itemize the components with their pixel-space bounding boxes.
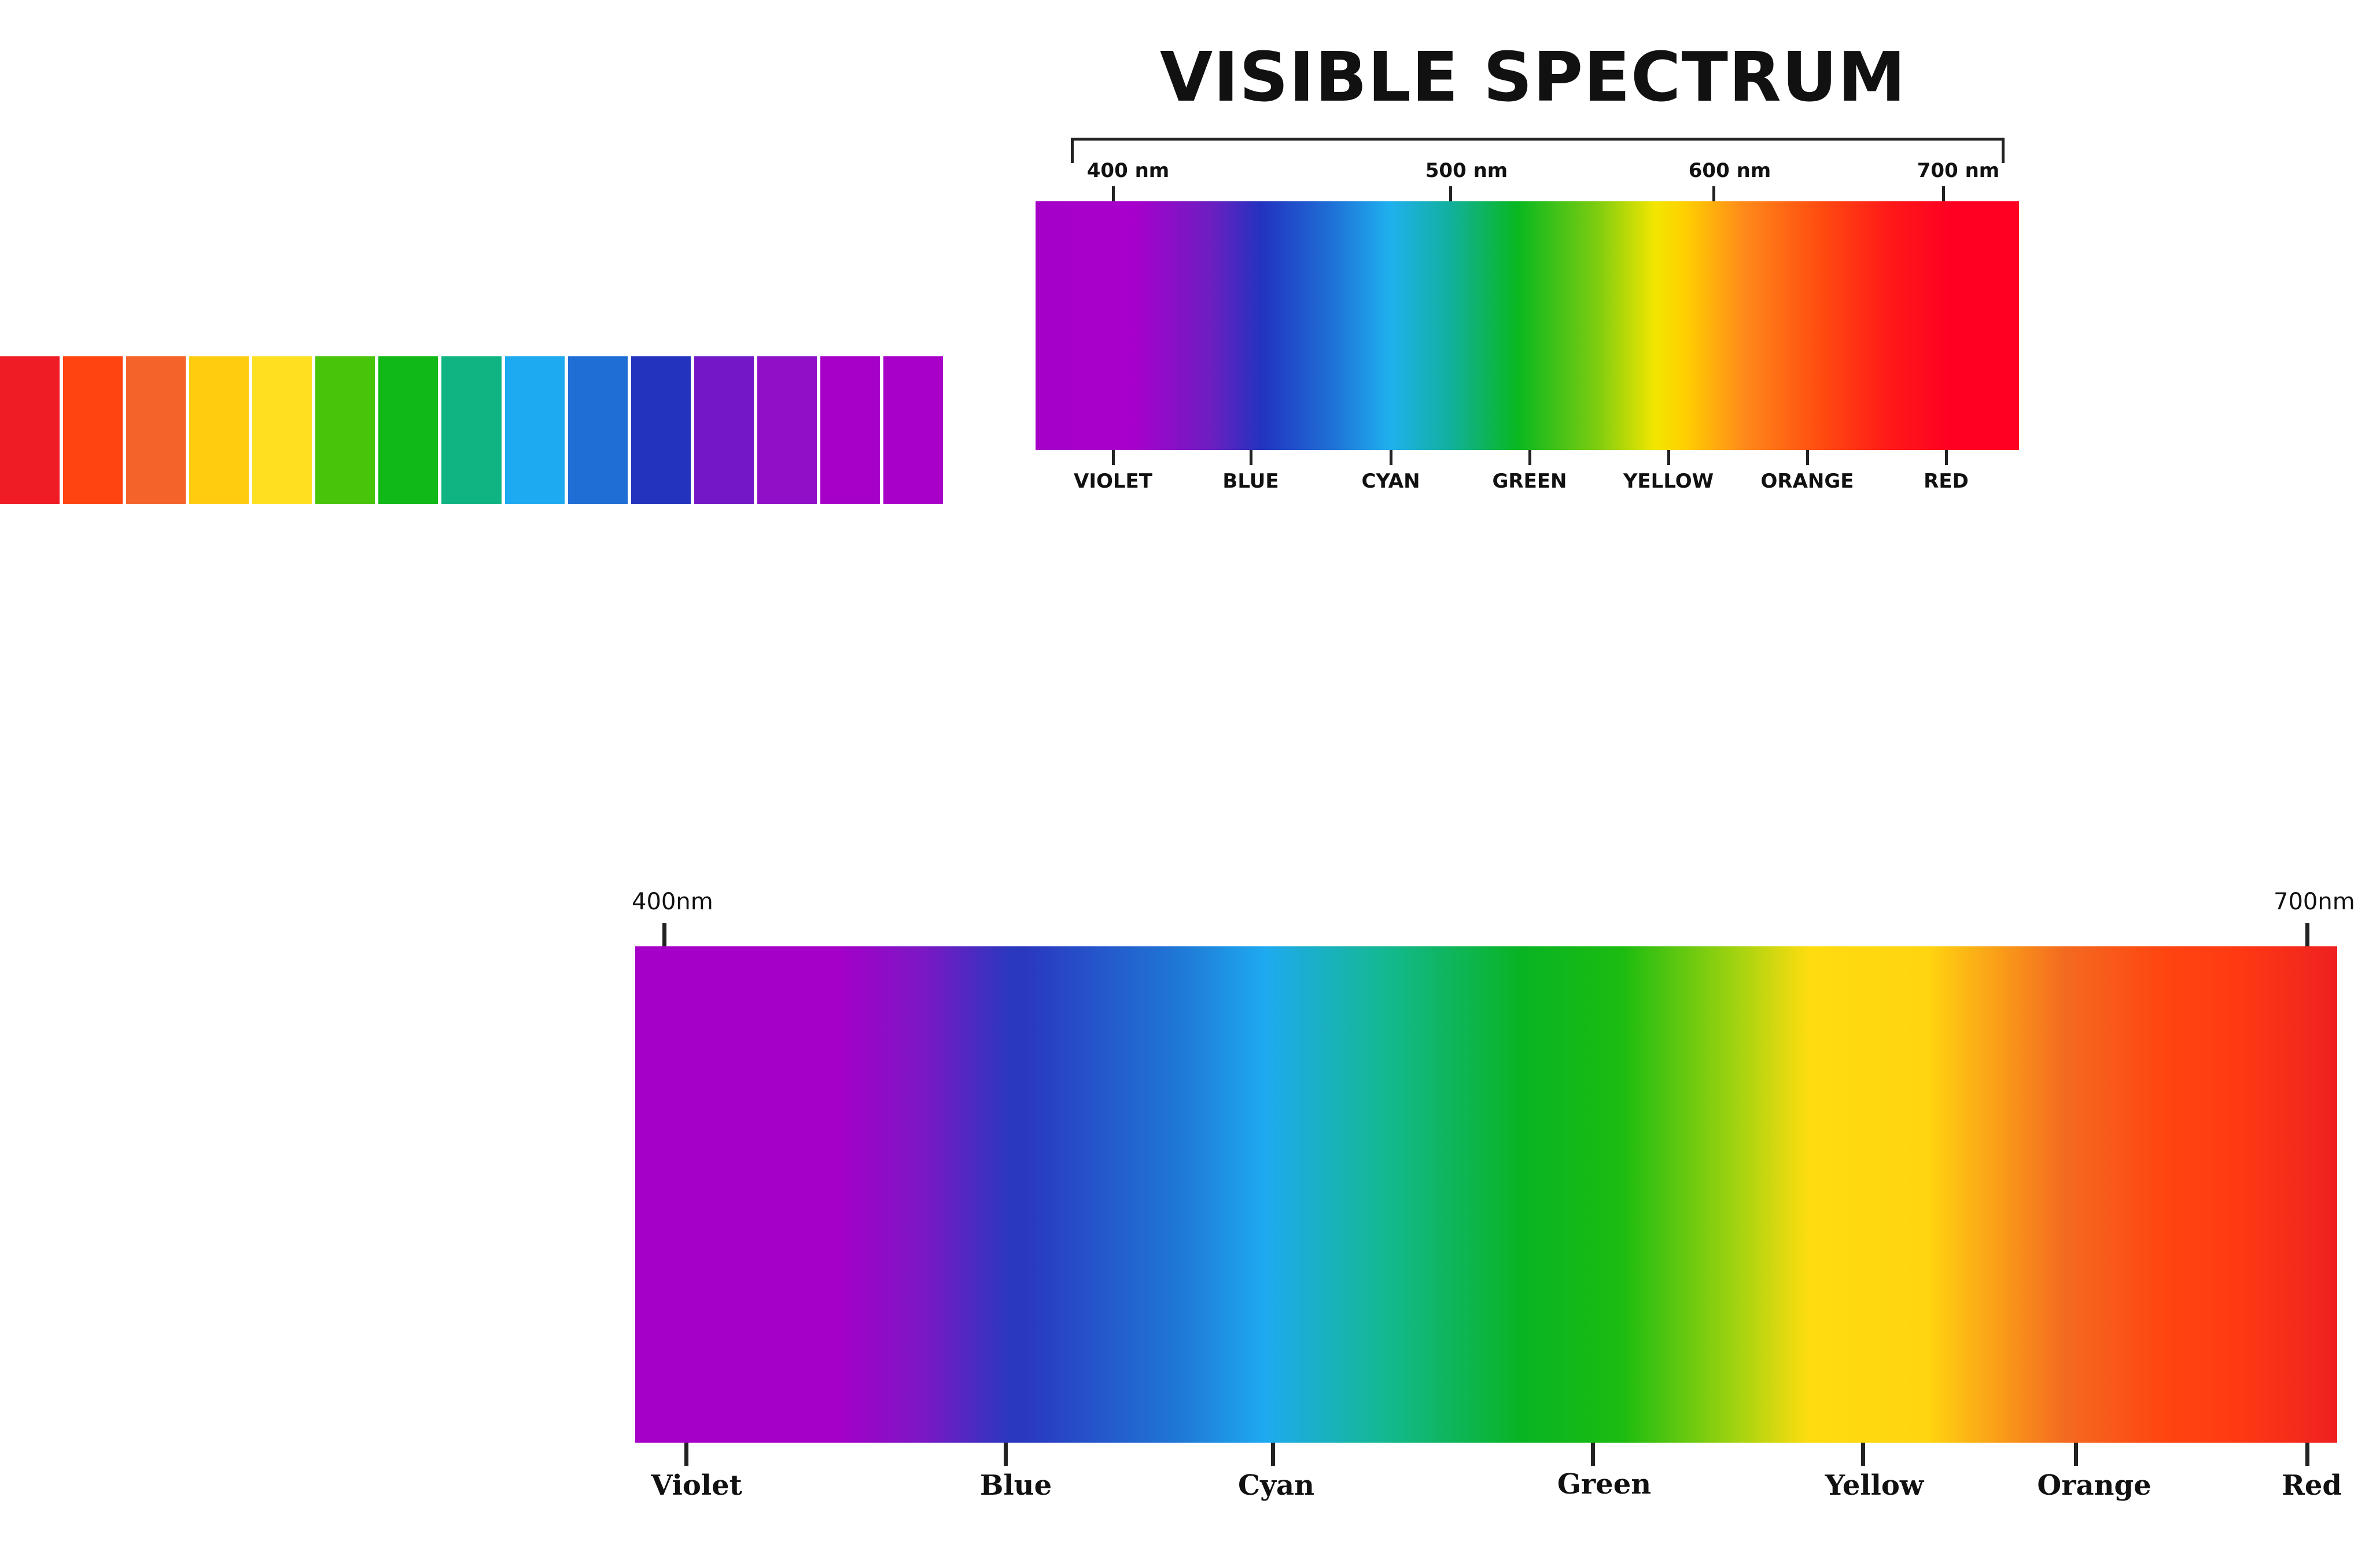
color-swatch bbox=[883, 356, 943, 504]
tick-600nm bbox=[1712, 186, 1715, 201]
diagram-title: VISIBLE SPECTRUM bbox=[1159, 37, 1907, 117]
tick-400nm-bottom bbox=[662, 923, 666, 946]
color-swatch bbox=[441, 356, 502, 504]
tick-700nm bbox=[1942, 186, 1945, 201]
color-tick-cyan bbox=[1390, 450, 1392, 465]
spectrum-gradient-bar bbox=[1036, 201, 2019, 450]
tick-500nm bbox=[1449, 186, 1452, 201]
color-label-green-bottom: Green bbox=[1557, 1468, 1652, 1501]
color-swatch bbox=[378, 356, 439, 504]
wide-spectrum-gradient-bar bbox=[635, 946, 2337, 1443]
wavelength-label-700: 700 nm bbox=[1917, 159, 2000, 182]
color-label-orange: ORANGE bbox=[1760, 470, 1854, 493]
color-label-violet: VIOLET bbox=[1074, 470, 1152, 493]
color-swatch bbox=[315, 356, 375, 504]
color-swatch bbox=[0, 356, 60, 504]
range-bracket bbox=[1071, 138, 2005, 163]
color-swatch bbox=[820, 356, 880, 504]
color-label-yellow: YELLOW bbox=[1623, 470, 1714, 493]
color-tick-violet bbox=[1112, 450, 1115, 465]
wavelength-label-600: 600 nm bbox=[1688, 159, 1771, 182]
color-tick-red bbox=[1945, 450, 1948, 465]
color-swatch bbox=[126, 356, 186, 504]
color-swatch bbox=[252, 356, 312, 504]
wavelength-label-500: 500 nm bbox=[1425, 159, 1508, 182]
color-tick-green-bottom bbox=[1591, 1443, 1595, 1466]
color-tick-blue-bottom bbox=[1004, 1443, 1008, 1466]
wavelength-label-400nm: 400nm bbox=[632, 889, 713, 915]
color-tick-violet-bottom bbox=[684, 1443, 688, 1466]
color-tick-yellow bbox=[1667, 450, 1670, 465]
color-swatch bbox=[631, 356, 691, 504]
tick-700nm-bottom bbox=[2305, 923, 2309, 946]
color-label-violet-bottom: Violet bbox=[651, 1469, 742, 1502]
color-swatch bbox=[63, 356, 123, 504]
color-label-cyan: CYAN bbox=[1361, 470, 1420, 493]
wavelength-label-700nm: 700nm bbox=[2274, 889, 2355, 915]
color-tick-orange-bottom bbox=[2074, 1443, 2078, 1466]
color-label-red-bottom: Red bbox=[2282, 1469, 2342, 1502]
color-swatch-strip bbox=[0, 356, 943, 504]
visible-spectrum-diagram: VISIBLE SPECTRUM 400 nm 500 nm 600 nm 70… bbox=[0, 0, 2380, 521]
color-swatch bbox=[568, 356, 628, 504]
tick-400nm bbox=[1112, 186, 1115, 201]
color-tick-cyan-bottom bbox=[1271, 1443, 1275, 1466]
wavelength-label-400: 400 nm bbox=[1086, 159, 1170, 182]
color-tick-blue bbox=[1250, 450, 1252, 465]
color-tick-orange bbox=[1806, 450, 1809, 465]
color-label-red: RED bbox=[1924, 470, 1969, 493]
color-label-blue: BLUE bbox=[1222, 470, 1279, 493]
color-swatch bbox=[757, 356, 817, 504]
color-tick-green bbox=[1528, 450, 1531, 465]
color-label-green: GREEN bbox=[1492, 470, 1567, 493]
color-label-orange-bottom: Orange bbox=[2037, 1469, 2151, 1502]
color-label-blue-bottom: Blue bbox=[979, 1469, 1052, 1502]
color-swatch bbox=[189, 356, 249, 504]
color-tick-yellow-bottom bbox=[1861, 1443, 1865, 1466]
color-swatch bbox=[504, 356, 565, 504]
color-label-cyan-bottom: Cyan bbox=[1237, 1469, 1315, 1502]
color-tick-red-bottom bbox=[2305, 1443, 2309, 1466]
color-label-yellow-bottom: Yellow bbox=[1825, 1469, 1924, 1502]
color-swatch bbox=[694, 356, 754, 504]
